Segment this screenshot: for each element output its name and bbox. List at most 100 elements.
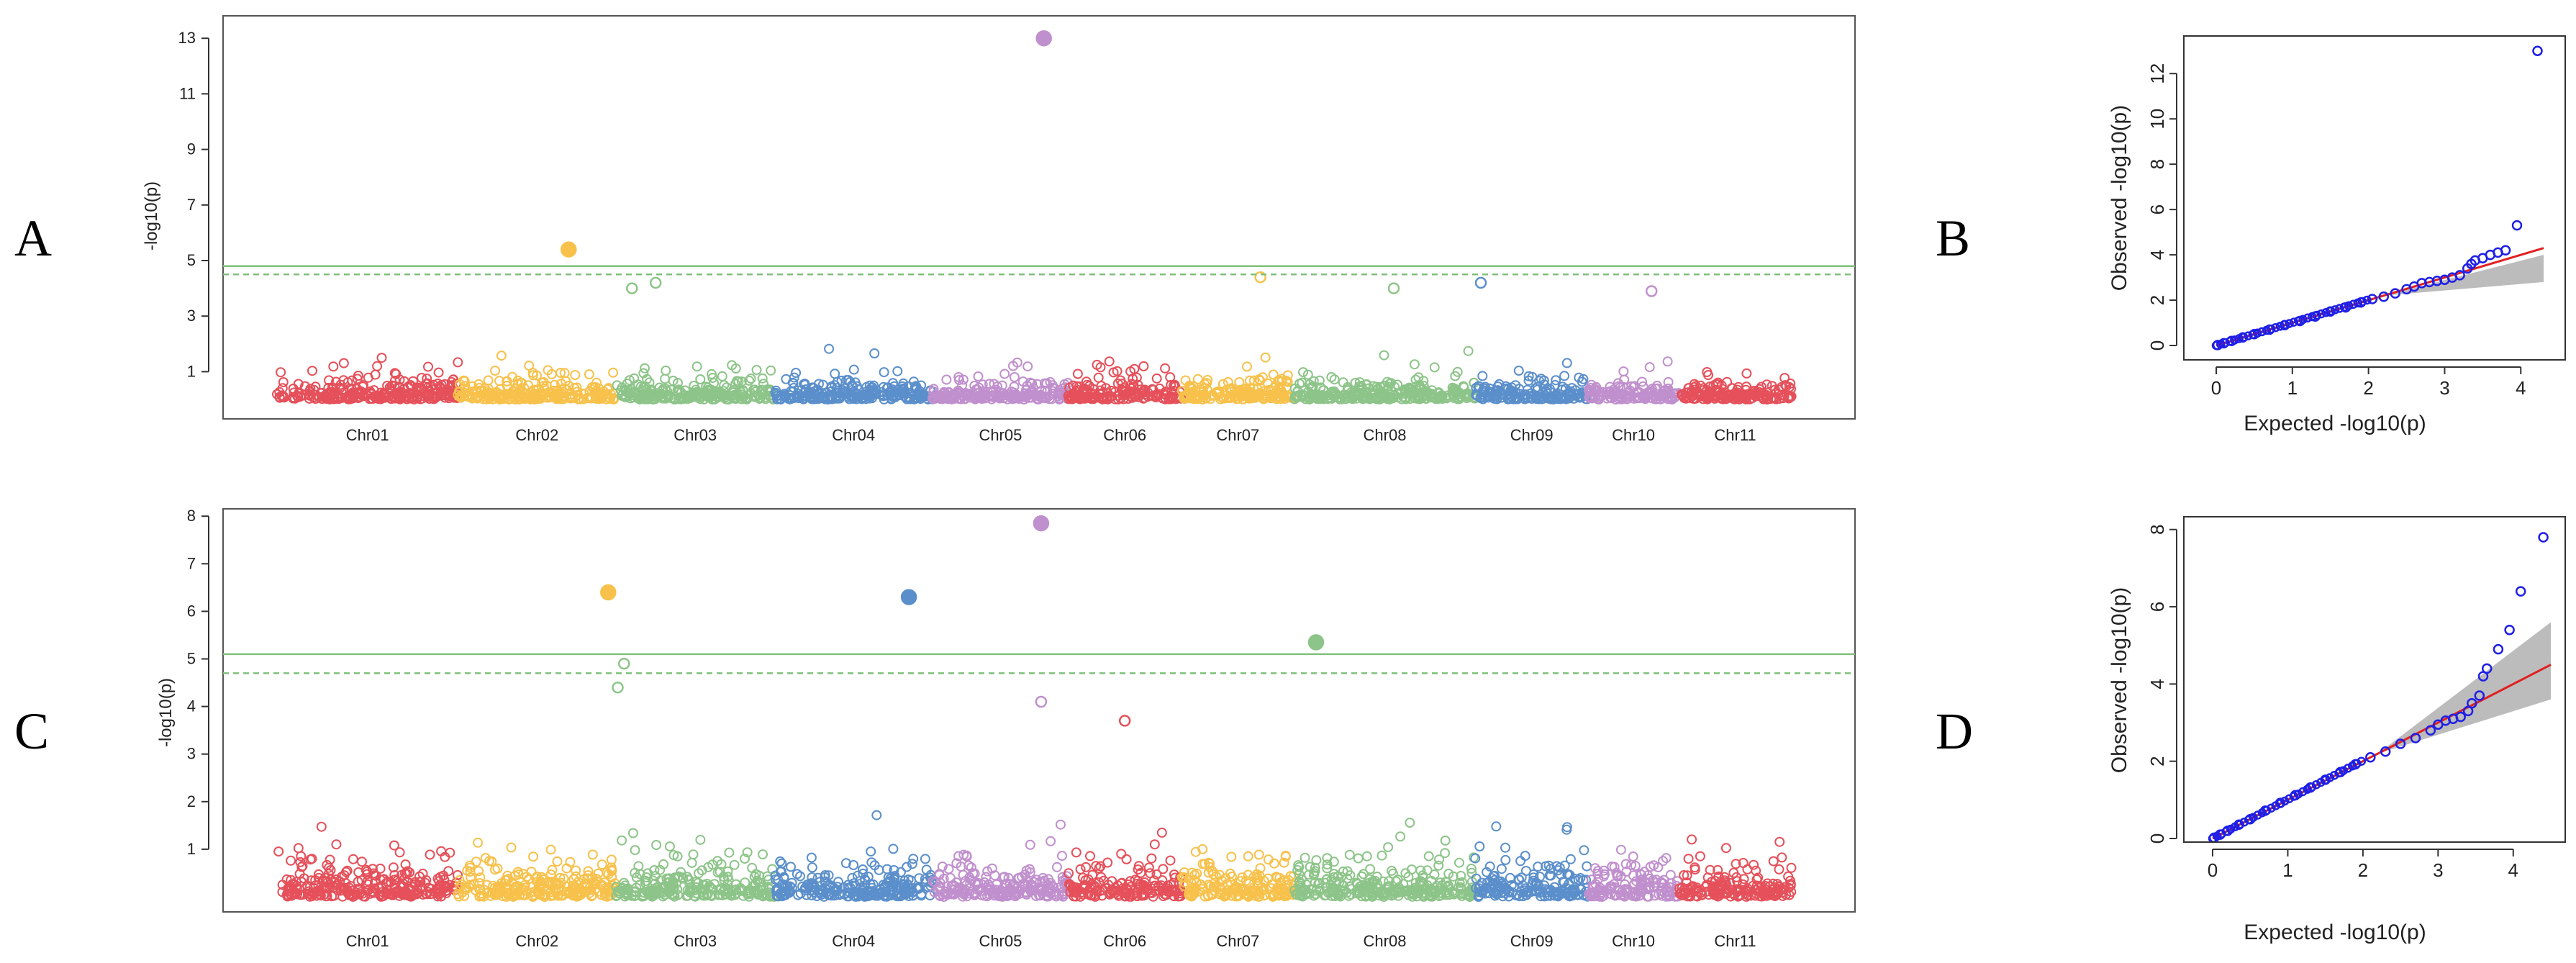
snp-point [643, 394, 653, 404]
snp-point [1063, 390, 1074, 401]
snp-point [973, 371, 984, 381]
snp-point [786, 882, 797, 893]
chromosome-tick-label: Chr02 [515, 932, 558, 950]
snp-point [1025, 839, 1035, 850]
snp-point [833, 393, 843, 404]
snp-point [871, 810, 882, 820]
snp-point [1056, 819, 1066, 830]
chromosome-tick-label: Chr02 [515, 426, 558, 444]
snp-point [1356, 392, 1367, 403]
snp-point [286, 855, 296, 866]
snp-point [1131, 372, 1142, 383]
snp-point [824, 343, 835, 354]
snp-point [898, 383, 909, 394]
snp-point [568, 885, 579, 895]
snp-point [571, 382, 582, 393]
snp-point [1112, 366, 1123, 376]
snp-point [953, 387, 963, 397]
snp-point [362, 869, 373, 880]
snp-point [691, 361, 702, 372]
snp-point [676, 867, 686, 877]
snp-point [1054, 394, 1065, 404]
snp-point [914, 386, 925, 397]
snp-point [471, 856, 481, 867]
snp-point [344, 890, 355, 900]
snp-point [1596, 391, 1607, 402]
snp-point [617, 835, 627, 846]
snp-point [321, 876, 332, 887]
snp-point [625, 393, 636, 404]
snp-point [1720, 843, 1731, 854]
snp-point [861, 381, 872, 392]
snp-point [724, 847, 735, 858]
snp-point [316, 821, 327, 832]
snp-point [1657, 391, 1668, 402]
snp-point [1074, 381, 1084, 392]
snp-point [832, 383, 843, 394]
qq-point [2493, 643, 2504, 655]
snp-point [551, 394, 562, 404]
snp-point [1409, 388, 1420, 399]
snp-point [513, 869, 524, 880]
snp-point [1281, 376, 1292, 386]
snp-point [620, 891, 630, 902]
snp-point [1703, 370, 1713, 381]
snp-point [1425, 390, 1436, 401]
snp-point [606, 389, 616, 399]
snp-point [442, 882, 453, 892]
snp-point [978, 386, 989, 397]
snp-point [905, 886, 916, 897]
snp-point [388, 862, 399, 873]
qq-y-tick-label: 4 [2146, 250, 2168, 260]
snp-point [726, 890, 737, 901]
qq-b-x-title: Expected -log10(p) [2244, 412, 2426, 435]
snp-point [369, 870, 380, 881]
snp-point [1541, 392, 1552, 403]
snp-point [958, 374, 969, 385]
snp-point [481, 394, 492, 404]
snp-point [514, 384, 525, 395]
chromosome-tick-label: Chr09 [1510, 426, 1554, 444]
snp-point [358, 381, 368, 392]
snp-point [855, 876, 865, 887]
qq-d-x-title: Expected -log10(p) [2244, 921, 2426, 944]
snp-point [812, 392, 823, 403]
snp-point [617, 882, 627, 893]
peak-snp-point [1254, 271, 1266, 284]
snp-point [1064, 382, 1075, 393]
chromosome-tick-label: Chr01 [346, 426, 389, 444]
snp-point [436, 891, 447, 902]
snp-point [892, 888, 902, 899]
snp-point [370, 877, 380, 887]
snp-point [584, 369, 594, 380]
snp-point [606, 854, 617, 865]
snp-point [556, 389, 567, 399]
snp-point [893, 385, 904, 395]
qq-b-frame [2183, 35, 2566, 361]
snp-point [533, 888, 544, 899]
snp-point [300, 381, 310, 392]
snp-point [740, 854, 750, 864]
snp-point [1379, 350, 1389, 361]
snp-point [307, 366, 317, 376]
snp-point [1260, 388, 1271, 399]
snp-point [1399, 384, 1410, 395]
snp-point [811, 385, 822, 396]
qq-d-confidence-band [2377, 622, 2551, 754]
snp-point [1452, 366, 1463, 377]
snp-point [1500, 842, 1510, 853]
snp-point [758, 849, 768, 860]
snp-point [1081, 862, 1092, 872]
snp-point [722, 866, 733, 877]
snp-point [375, 863, 386, 874]
snp-point [622, 890, 632, 900]
chromosome-tick-label: Chr06 [1103, 426, 1146, 444]
snp-point [1610, 394, 1621, 404]
snp-point [902, 394, 912, 404]
snp-point [409, 387, 419, 398]
snp-point [883, 877, 894, 887]
chromosome-tick-label: Chr03 [674, 932, 717, 950]
snp-point [907, 859, 917, 869]
snp-point [570, 370, 581, 380]
